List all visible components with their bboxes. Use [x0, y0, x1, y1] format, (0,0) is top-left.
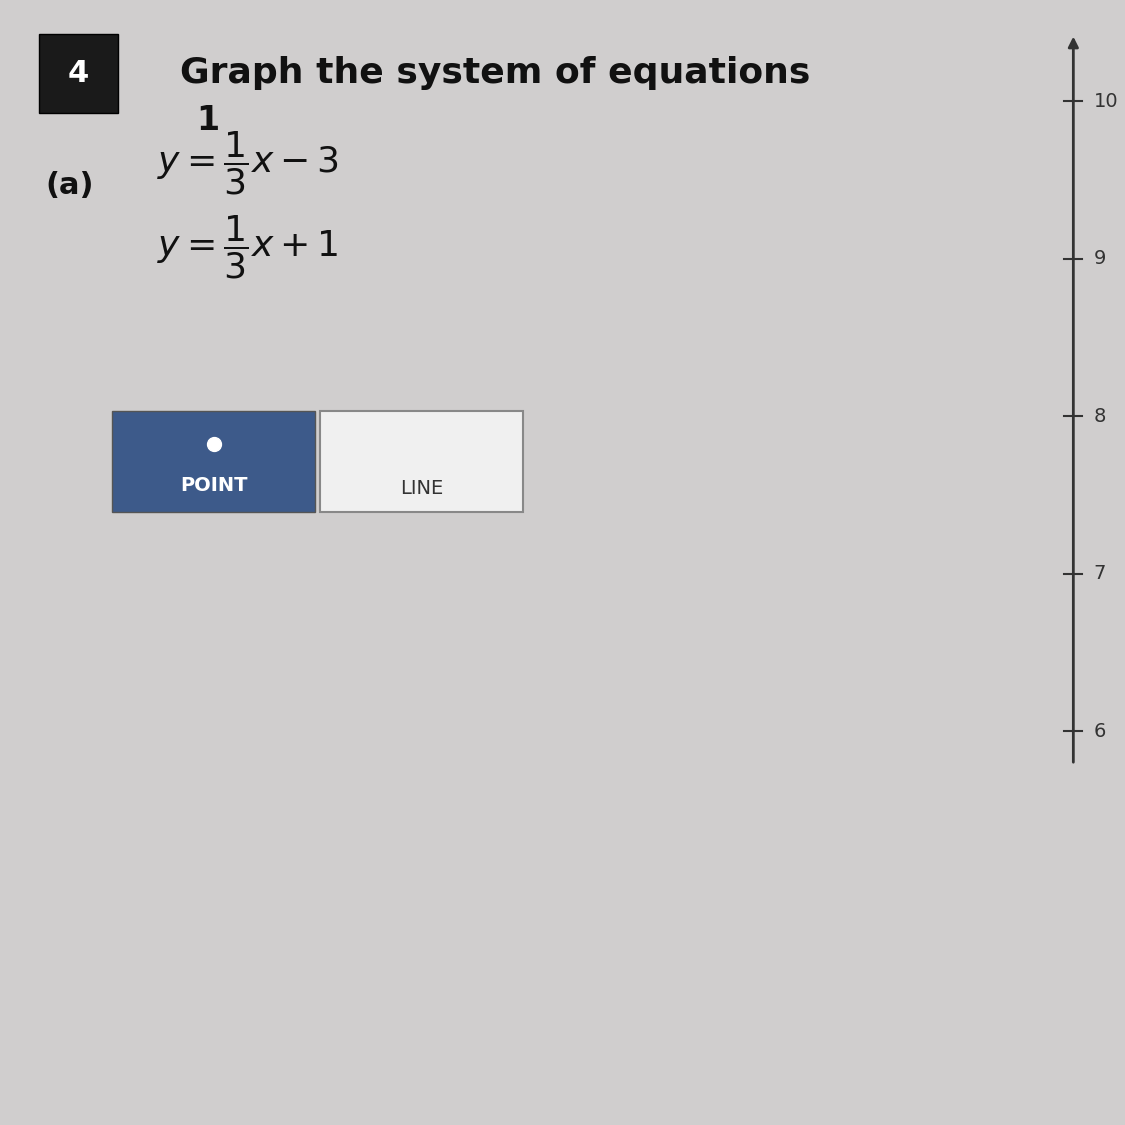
Text: 9: 9 [1094, 250, 1106, 268]
Text: 7: 7 [1094, 565, 1106, 583]
Text: $y = \dfrac{1}{3}x - 3$: $y = \dfrac{1}{3}x - 3$ [158, 129, 340, 197]
FancyBboxPatch shape [39, 34, 118, 113]
Text: (a): (a) [45, 171, 93, 200]
FancyBboxPatch shape [112, 411, 315, 512]
Text: POINT: POINT [180, 476, 248, 495]
FancyBboxPatch shape [321, 411, 523, 512]
Text: 8: 8 [1094, 407, 1106, 425]
Text: $y = \dfrac{1}{3}x + 1$: $y = \dfrac{1}{3}x + 1$ [158, 214, 339, 281]
Text: 1: 1 [197, 105, 219, 137]
Text: LINE: LINE [399, 479, 443, 498]
Text: Graph the system of equations: Graph the system of equations [180, 56, 810, 90]
Text: 10: 10 [1094, 92, 1118, 110]
Text: 4: 4 [68, 58, 89, 88]
Text: 6: 6 [1094, 722, 1106, 740]
